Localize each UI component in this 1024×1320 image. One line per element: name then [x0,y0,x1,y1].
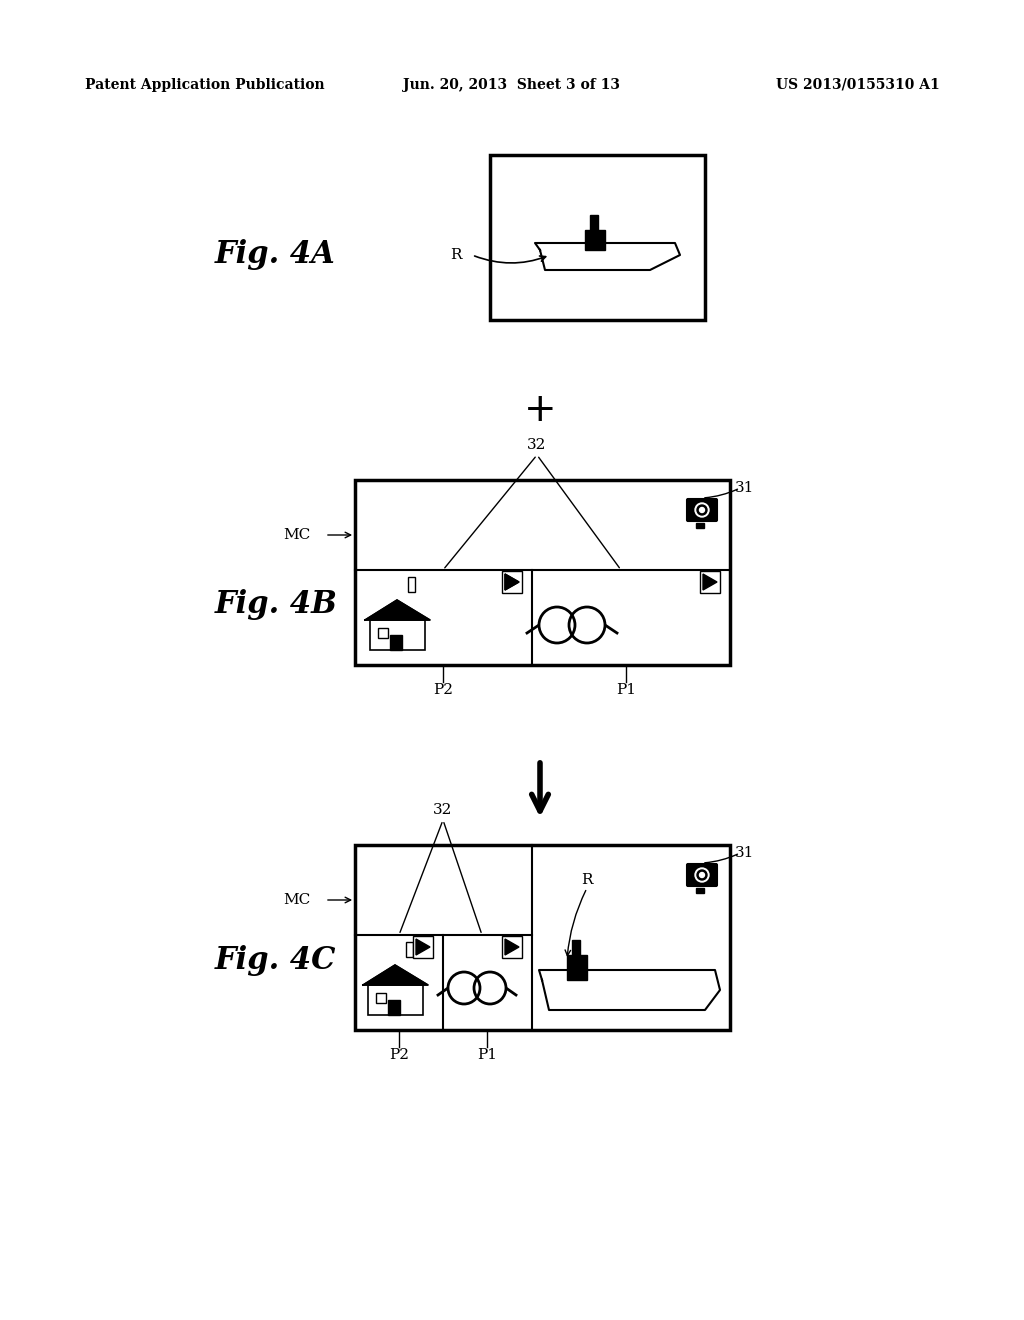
Polygon shape [585,230,605,249]
FancyBboxPatch shape [687,865,717,886]
Text: 32: 32 [527,438,547,451]
Text: Jun. 20, 2013  Sheet 3 of 13: Jun. 20, 2013 Sheet 3 of 13 [403,78,621,92]
Polygon shape [365,601,430,620]
Text: US 2013/0155310 A1: US 2013/0155310 A1 [776,78,940,92]
Text: R: R [582,873,593,887]
Circle shape [474,972,506,1005]
Text: R: R [451,248,462,261]
Polygon shape [535,243,680,271]
Text: P2: P2 [433,682,453,697]
Polygon shape [505,574,519,590]
Text: +: + [523,391,556,429]
Circle shape [695,869,709,882]
Text: 31: 31 [735,846,755,861]
Bar [413,936,433,958]
Bar [696,523,705,528]
Bar [502,936,522,958]
Polygon shape [505,574,519,590]
Circle shape [539,607,575,643]
Bar [355,845,730,1030]
Text: P1: P1 [477,1048,497,1063]
Bar [490,154,705,319]
Text: Fig. 4A: Fig. 4A [215,239,336,271]
Circle shape [697,506,707,515]
Polygon shape [590,215,598,230]
Polygon shape [703,574,717,590]
Circle shape [699,873,705,878]
Circle shape [449,972,480,1005]
Polygon shape [572,940,580,954]
FancyBboxPatch shape [687,499,717,521]
Bar [700,572,720,593]
Bar [502,572,522,593]
Bar [378,628,388,638]
Text: MC: MC [283,894,310,907]
Bar [355,480,730,665]
Polygon shape [362,965,428,985]
Polygon shape [505,939,519,954]
Bar [696,888,705,894]
Text: 32: 32 [433,803,453,817]
Bar [406,942,413,957]
Text: 31: 31 [735,480,755,495]
Text: Patent Application Publication: Patent Application Publication [85,78,325,92]
Bar [370,620,425,649]
Circle shape [569,607,605,643]
Bar [368,985,423,1015]
Text: Fig. 4C: Fig. 4C [215,945,336,975]
Bar [390,635,402,649]
Bar [408,577,415,591]
Polygon shape [567,954,587,979]
Circle shape [697,870,707,880]
Circle shape [699,507,705,512]
Text: Fig. 4B: Fig. 4B [215,590,338,620]
Text: P1: P1 [616,682,636,697]
Bar [376,993,386,1003]
Text: P2: P2 [389,1048,409,1063]
Bar [388,1001,400,1015]
Polygon shape [416,939,430,954]
Text: MC: MC [283,528,310,543]
Polygon shape [539,970,720,1010]
Circle shape [695,503,709,517]
